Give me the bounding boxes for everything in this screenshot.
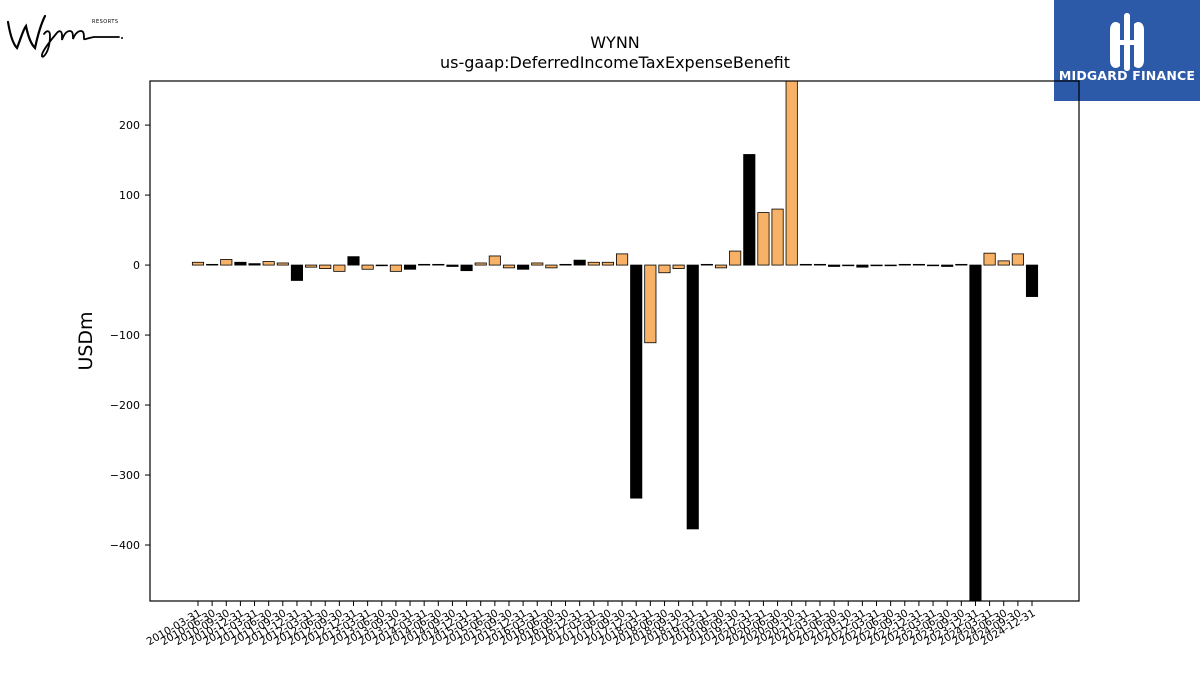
bar-2015-09-30 — [502, 264, 516, 269]
bar-2017-06-30 — [601, 261, 614, 266]
y-tick-label: 200 — [119, 119, 140, 132]
bar-2020-09-30 — [785, 80, 798, 266]
bar-2011-03-31 — [248, 263, 261, 266]
bar-2024-09-30 — [1011, 253, 1024, 266]
y-tick-label: 100 — [119, 189, 140, 202]
bar-2012-03-31 — [305, 264, 318, 268]
bar-2016-03-31 — [531, 262, 544, 266]
bar-2016-09-30 — [559, 263, 572, 266]
bar-2022-06-30 — [884, 264, 897, 267]
bar-2011-12-31 — [290, 264, 304, 281]
bar-2019-03-31 — [700, 263, 713, 266]
y-axis-label: USDm — [75, 311, 97, 370]
y-tick-label: 0 — [133, 259, 140, 272]
bar-2024-12-31 — [1025, 264, 1039, 297]
bar-2013-09-30 — [389, 264, 402, 272]
bar-2013-12-31 — [403, 264, 417, 270]
bar-2017-09-30 — [616, 253, 629, 266]
bar-2012-09-30 — [333, 264, 346, 272]
bar-2023-06-30 — [941, 264, 954, 267]
bar-2020-03-31 — [757, 212, 770, 266]
bar-2023-09-30 — [955, 263, 968, 266]
bar-2018-09-30 — [672, 264, 685, 269]
bar-2012-06-30 — [319, 264, 332, 269]
bar-2013-03-31 — [361, 264, 374, 270]
bar-2014-03-31 — [418, 263, 431, 266]
bar-2018-06-30 — [658, 264, 671, 274]
bar-2019-12-31 — [743, 154, 756, 266]
bar-2017-12-31 — [630, 264, 643, 499]
wynn-logo-subtext: RESORTS — [92, 19, 119, 25]
partner-name: MIDGARD FINANCE — [1058, 68, 1196, 83]
bar-2015-06-30 — [488, 255, 501, 266]
y-tick-label: −200 — [110, 399, 140, 412]
midgard-finance-logo: MIDGARD FINANCE — [1054, 0, 1200, 101]
x-axis-ticks: 2010-03-312010-06-302010-09-302010-12-31… — [145, 601, 1038, 648]
bar-2015-03-31 — [474, 262, 487, 266]
bar-2018-03-31 — [644, 264, 657, 344]
bar-2010-06-30 — [206, 263, 219, 266]
bar-2016-12-31 — [573, 259, 586, 266]
bar-2024-06-30 — [997, 260, 1010, 266]
bar-2011-09-30 — [276, 262, 289, 266]
bar-2010-09-30 — [220, 259, 233, 266]
bar-2021-03-31 — [813, 263, 827, 266]
bar-2010-12-31 — [234, 261, 247, 266]
bar-2015-12-31 — [517, 264, 530, 270]
bar-2021-06-30 — [828, 264, 841, 267]
bar-2017-03-31 — [587, 261, 600, 266]
bar-2022-12-31 — [912, 263, 925, 266]
bar-2013-06-30 — [375, 264, 388, 267]
bar-2023-03-31 — [927, 264, 940, 267]
chart-title: WYNN — [590, 33, 640, 52]
y-axis-ticks: 200 100 0 −100 −200 −300 −400 — [110, 119, 150, 552]
y-tick-label: −300 — [110, 469, 140, 482]
chart-subtitle: us-gaap:DeferredIncomeTaxExpenseBenefit — [440, 53, 790, 72]
bar-2021-09-30 — [842, 264, 855, 267]
bar-2014-09-30 — [446, 264, 459, 267]
y-tick-label: −400 — [110, 539, 140, 552]
bar-2024-03-31 — [983, 252, 996, 266]
midgard-emblem-icon — [1110, 13, 1144, 71]
bars-group — [191, 80, 1039, 602]
bar-2020-06-30 — [771, 208, 784, 266]
bar-2012-12-31 — [347, 256, 360, 266]
bar-2023-12-31 — [969, 264, 982, 602]
bar-2022-03-31 — [870, 264, 883, 267]
bar-2014-06-30 — [432, 263, 445, 266]
y-tick-label: −100 — [110, 329, 140, 342]
bar-2019-09-30 — [729, 250, 742, 266]
plot-frame — [149, 80, 1080, 602]
bar-2014-12-31 — [460, 264, 473, 272]
bar-2022-09-30 — [898, 263, 911, 266]
bar-2020-12-31 — [799, 263, 812, 266]
wynn-logo: RESORTS — [4, 4, 126, 60]
bar-2018-12-31 — [686, 264, 699, 530]
bar-2021-12-31 — [856, 264, 869, 268]
bar-2016-06-30 — [545, 264, 558, 269]
bar-2019-06-30 — [714, 264, 728, 269]
bar-2010-03-31 — [191, 261, 205, 266]
bar-2011-06-30 — [262, 261, 275, 266]
